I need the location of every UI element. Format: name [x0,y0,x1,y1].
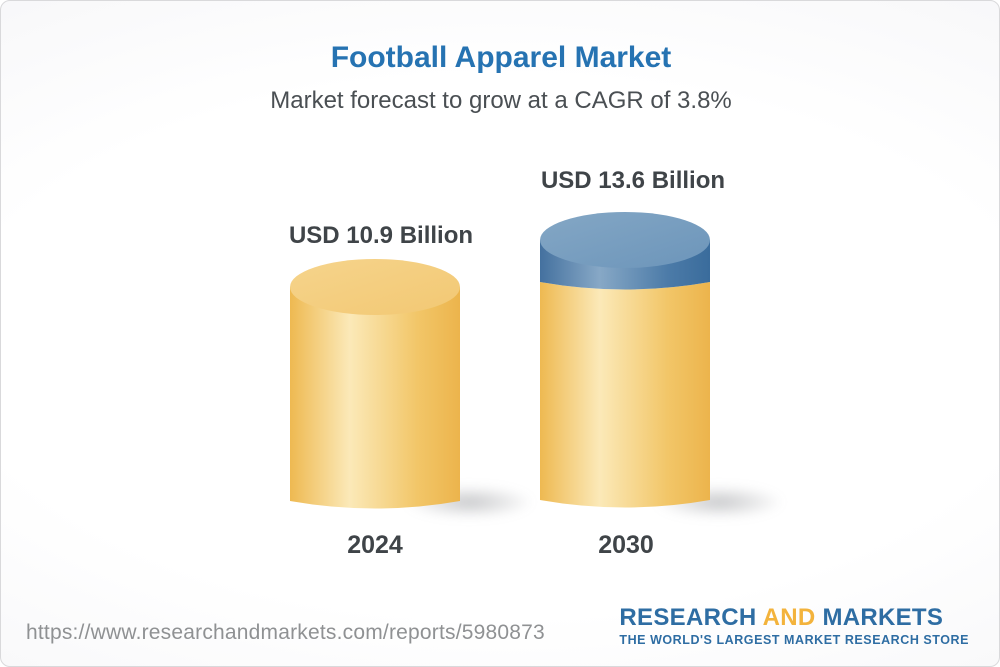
logo-word-markets: MARKETS [822,604,944,631]
year-label-2024: 2024 [347,531,403,559]
research-and-markets-logo[interactable]: RESEARCH AND MARKETS THE WORLD'S LARGEST… [619,604,969,648]
cylinder-bar-2030 [540,212,710,508]
chart-title: Football Apparel Market [330,41,672,74]
logo-wordmark: RESEARCH AND MARKETS [619,604,969,631]
logo-tagline: THE WORLD'S LARGEST MARKET RESEARCH STOR… [619,633,969,648]
logo-word-and: AND [762,604,816,631]
cylinder-bar-2024 [290,259,460,509]
report-url[interactable]: https://www.researchandmarkets.com/repor… [26,621,545,644]
value-label-2024: USD 10.9 Billion [288,222,474,249]
logo-word-research: RESEARCH [619,604,757,631]
chart-subtitle: Market forecast to grow at a CAGR of 3.8… [270,87,732,114]
year-label-2030: 2030 [598,531,654,559]
value-label-2030: USD 13.6 Billion [540,167,726,194]
